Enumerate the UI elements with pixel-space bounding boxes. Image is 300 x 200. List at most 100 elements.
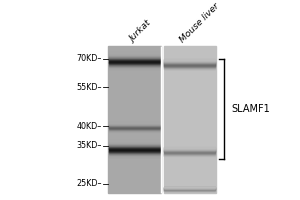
Text: 70KD–: 70KD– [76,54,102,63]
Bar [109,129,160,130]
Bar [109,150,160,151]
Bar [109,127,160,128]
Bar [109,126,160,127]
Bar [109,155,160,156]
Bar [164,150,215,151]
Bar [109,142,160,143]
Bar [164,147,215,148]
Bar [164,153,215,154]
Bar [109,56,160,57]
Bar [164,63,215,64]
Bar [164,64,215,65]
Bar [164,147,215,148]
Bar [164,190,215,191]
Bar [109,58,160,59]
Bar [109,141,160,142]
Bar [109,128,160,129]
Bar [109,149,160,150]
Bar [109,123,160,124]
Bar [164,62,215,63]
Bar [109,66,160,67]
Bar [164,149,215,150]
Bar [109,156,160,157]
Bar [160,46,161,193]
Bar [164,151,215,152]
Bar [109,53,160,54]
Bar [164,66,215,67]
Bar [164,62,215,63]
Bar [164,189,215,190]
Bar [109,122,160,123]
Bar [109,142,160,143]
Bar [164,155,215,156]
Bar [109,144,160,145]
Bar [109,63,160,64]
Text: 55KD–: 55KD– [76,83,102,92]
Bar [164,63,215,64]
Bar [109,122,160,123]
Bar [109,129,160,130]
Bar [164,190,215,191]
Bar [164,65,215,66]
Bar [109,62,160,63]
Bar [109,59,160,60]
Bar [109,59,160,60]
Bar [164,189,215,190]
Bar [109,67,160,68]
Bar [164,187,215,188]
Bar [164,151,215,152]
Bar [109,148,160,149]
Bar [109,147,160,148]
Bar [109,127,160,128]
Bar [109,65,160,66]
Bar [164,60,215,61]
Bar [164,148,215,149]
Bar [164,153,215,154]
Bar [164,150,215,151]
Bar [109,68,160,69]
Bar [109,52,160,53]
Bar [164,68,215,69]
Bar [109,131,160,132]
Bar [109,151,160,152]
Bar [109,152,160,153]
Bar [164,148,215,149]
Bar [164,155,215,156]
Bar [109,125,160,126]
Bar [164,59,215,60]
Bar [109,145,160,146]
Bar [164,188,215,189]
Bar [109,60,160,61]
Bar [109,57,160,58]
Bar [164,154,215,155]
Bar [164,59,215,60]
Bar [164,149,215,150]
Bar [109,130,160,131]
Bar [164,61,215,62]
Bar [164,65,215,66]
Text: Jurkat: Jurkat [128,19,153,44]
Text: SLAMF1: SLAMF1 [231,104,270,114]
Bar [109,154,160,155]
Bar [109,125,160,126]
Bar [164,188,215,189]
Bar [164,46,216,193]
Bar [109,143,160,144]
Text: 25KD–: 25KD– [76,179,102,188]
Bar [164,60,215,61]
Bar [164,187,215,188]
Bar [164,154,215,155]
Bar [109,151,160,152]
Bar [108,46,160,193]
Bar [109,55,160,56]
Text: 40KD–: 40KD– [77,122,102,131]
Bar [164,190,215,191]
Bar [109,68,160,69]
Bar [164,152,215,153]
Bar [109,145,160,146]
Bar [164,67,215,68]
Bar [109,54,160,55]
Bar [109,54,160,55]
Bar [109,126,160,127]
Text: Mouse liver: Mouse liver [178,1,221,44]
